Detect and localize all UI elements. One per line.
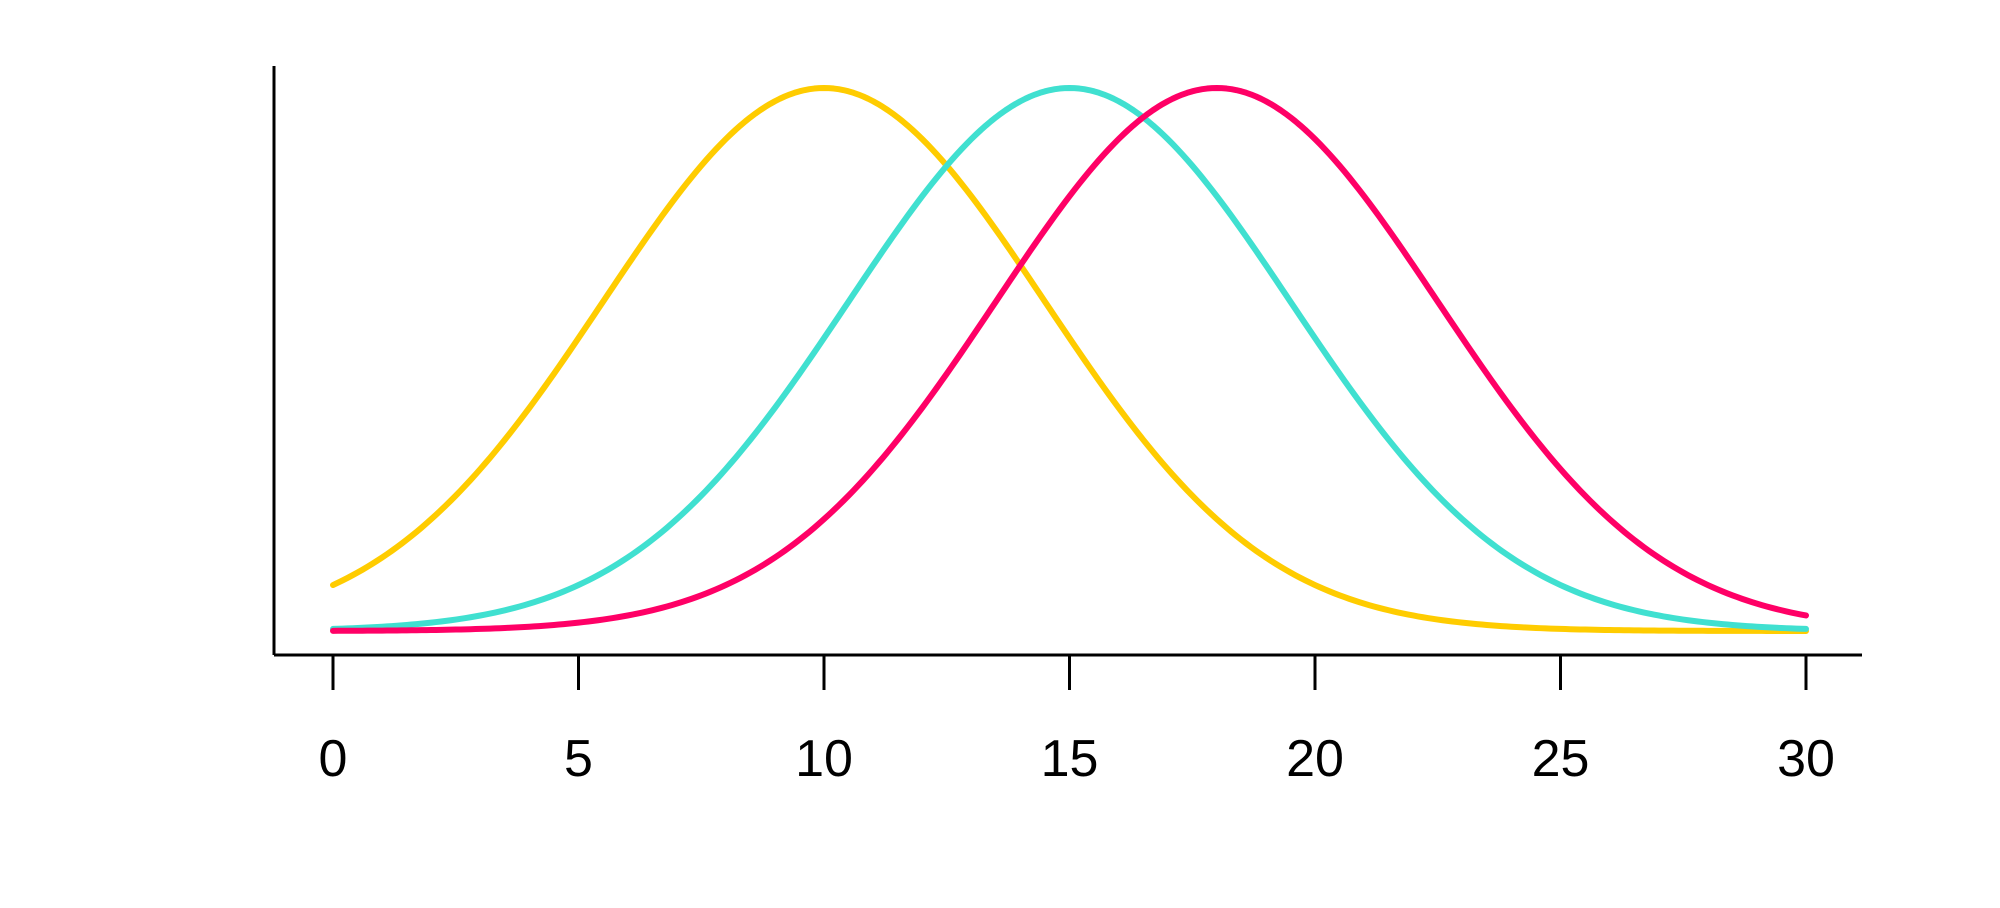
series-line-curve-mean-18 — [330, 85, 1809, 634]
x-tick-label-25: 25 — [1532, 730, 1590, 788]
x-tick-label-0: 0 — [319, 730, 348, 788]
x-tick-label-30: 30 — [1777, 730, 1835, 788]
series-group — [330, 85, 1809, 634]
series-line-curve-mean-10 — [330, 85, 1809, 634]
x-tick-label-15: 15 — [1041, 730, 1099, 788]
axes — [272, 66, 1862, 657]
x-tick-labels: 0 5 10 15 20 25 30 — [319, 730, 1835, 788]
series-line-curve-mean-15 — [330, 85, 1809, 632]
x-tick-label-10: 10 — [795, 730, 853, 788]
x-tick-label-5: 5 — [564, 730, 593, 788]
x-tick-label-20: 20 — [1286, 730, 1344, 788]
x-ticks — [331, 655, 1808, 690]
